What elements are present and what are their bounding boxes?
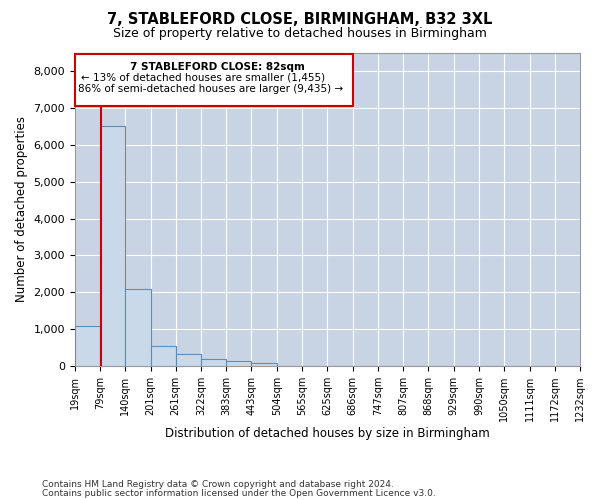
Text: 7, STABLEFORD CLOSE, BIRMINGHAM, B32 3XL: 7, STABLEFORD CLOSE, BIRMINGHAM, B32 3XL	[107, 12, 493, 28]
Bar	[226, 361, 251, 366]
Bar	[100, 126, 125, 366]
Bar	[125, 288, 151, 366]
Bar	[251, 363, 277, 366]
X-axis label: Distribution of detached houses by size in Birmingham: Distribution of detached houses by size …	[165, 427, 490, 440]
Y-axis label: Number of detached properties: Number of detached properties	[15, 116, 28, 302]
Bar	[176, 354, 201, 366]
Text: 7 STABLEFORD CLOSE: 82sqm: 7 STABLEFORD CLOSE: 82sqm	[130, 62, 305, 72]
Text: 86% of semi-detached houses are larger (9,435) →: 86% of semi-detached houses are larger (…	[78, 84, 343, 94]
Bar	[75, 326, 100, 366]
Text: Contains HM Land Registry data © Crown copyright and database right 2024.: Contains HM Land Registry data © Crown c…	[42, 480, 394, 489]
Bar	[201, 359, 226, 366]
Text: ← 13% of detached houses are smaller (1,455): ← 13% of detached houses are smaller (1,…	[81, 73, 325, 83]
FancyBboxPatch shape	[75, 54, 353, 106]
Bar	[151, 346, 176, 366]
Text: Size of property relative to detached houses in Birmingham: Size of property relative to detached ho…	[113, 28, 487, 40]
Text: Contains public sector information licensed under the Open Government Licence v3: Contains public sector information licen…	[42, 488, 436, 498]
